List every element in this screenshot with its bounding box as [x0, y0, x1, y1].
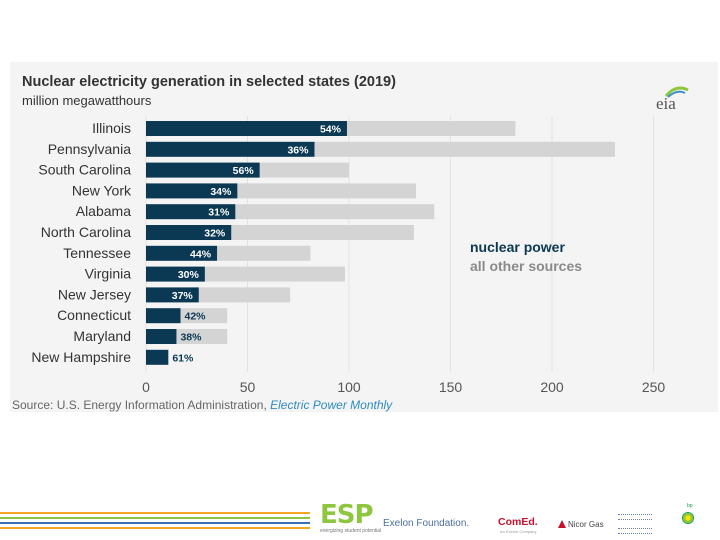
category-label: New Hampshire [31, 349, 131, 365]
nicor-flame-icon [558, 520, 566, 528]
bar-other [314, 141, 615, 157]
eia-logo: eia [652, 82, 694, 114]
bar-other [198, 287, 291, 303]
eia-logo-arc-icon [664, 86, 689, 98]
category-label: Pennsylvania [48, 141, 131, 157]
bar-other [231, 225, 414, 240]
legend-other: all other sources [470, 258, 582, 274]
x-tick-label: 150 [439, 379, 463, 395]
bar-nuclear [146, 308, 181, 324]
bar-nuclear [146, 183, 238, 199]
x-tick-label: 200 [540, 379, 564, 395]
x-tick-label: 100 [337, 379, 361, 395]
bar-other [204, 266, 345, 282]
eia-logo-text: eia [656, 94, 676, 113]
chart-subtitle: million megawatthours [22, 93, 152, 108]
x-tick-label: 250 [642, 379, 666, 395]
bar-nuclear [146, 225, 232, 240]
bar-nuclear [146, 287, 199, 303]
bar-nuclear [146, 204, 236, 220]
partner-logo-bottom [618, 528, 652, 534]
data-label: 32% [204, 228, 226, 240]
exelon-foundation-logo: Exelon Foundation. [383, 518, 470, 529]
bar-nuclear [146, 162, 260, 178]
category-label: Virginia [85, 266, 132, 282]
esp-tagline: energizing student potential [320, 528, 382, 534]
data-label: 38% [180, 332, 202, 344]
category-label: Illinois [92, 120, 131, 136]
bar-other [176, 329, 228, 344]
data-label: 36% [287, 144, 309, 156]
category-label: South Carolina [38, 162, 131, 178]
bar-other [217, 245, 311, 261]
footer-stripe-green [0, 517, 310, 519]
source-prefix: Source: U.S. Energy Information Administ… [12, 398, 271, 412]
category-label: New York [72, 182, 132, 198]
category-label: New Jersey [58, 286, 131, 302]
nicor-gas-logo: Nicor Gas [568, 520, 604, 529]
data-label: 54% [320, 124, 342, 136]
chart-title: Nuclear electricity generation in select… [22, 74, 396, 90]
bar-other [180, 308, 228, 324]
data-label: 61% [172, 352, 194, 364]
data-label: 44% [190, 248, 212, 260]
bar-nuclear [146, 266, 205, 282]
data-label: 31% [208, 207, 230, 219]
bar-nuclear [146, 141, 315, 157]
bar-other [237, 183, 416, 199]
category-label: Alabama [76, 203, 131, 219]
bar-other [259, 162, 349, 178]
data-label: 37% [172, 290, 194, 302]
comed-logo: ComEd. [498, 516, 538, 528]
x-tick-label: 0 [142, 379, 150, 395]
bar-nuclear [146, 121, 347, 136]
data-label: 30% [178, 269, 200, 281]
bar-other [235, 204, 435, 220]
bar-other [346, 121, 516, 136]
source-publication-link[interactable]: Electric Power Monthly [270, 398, 393, 412]
bp-label: bp [687, 503, 693, 509]
source-note: Source: U.S. Energy Information Administ… [12, 398, 392, 412]
bar-nuclear [146, 245, 218, 261]
footer-stripe-orange-2 [0, 527, 310, 529]
bar-nuclear [146, 329, 177, 344]
footer-stripe-blue [0, 522, 310, 524]
bp-helios-icon [682, 512, 694, 524]
esp-logo: ESP [320, 500, 374, 530]
category-label: Maryland [73, 328, 131, 344]
comed-tagline: An Exelon Company [500, 529, 537, 534]
category-label: Tennessee [63, 245, 131, 261]
data-label: 42% [185, 311, 207, 323]
x-tick-label: 50 [240, 379, 256, 395]
category-label: Connecticut [57, 307, 131, 323]
data-label: 34% [210, 186, 232, 198]
partner-logo-top [618, 514, 652, 520]
data-label: 56% [233, 165, 255, 177]
bar-nuclear [146, 349, 169, 365]
footer-stripe-orange [0, 512, 310, 514]
legend-nuclear: nuclear power [470, 239, 565, 255]
category-label: North Carolina [41, 224, 131, 240]
